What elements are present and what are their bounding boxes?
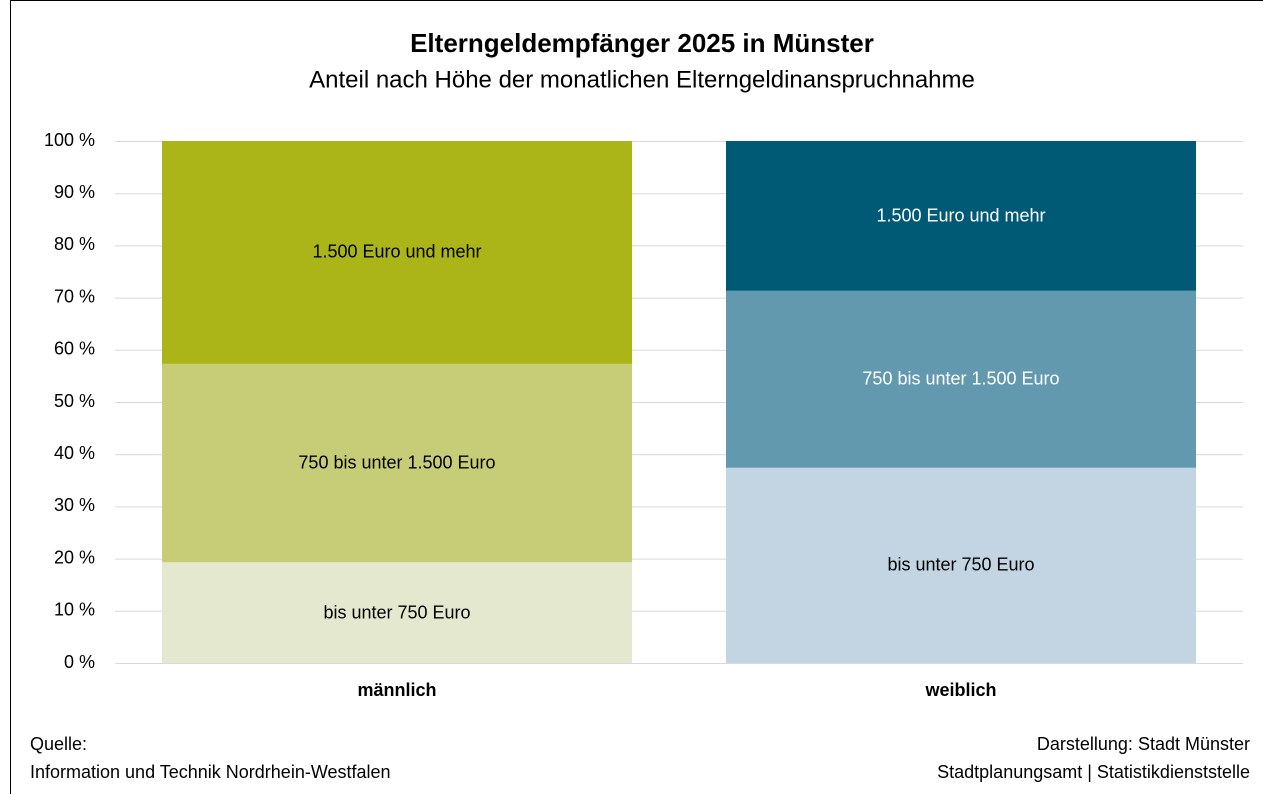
bar-segment <box>162 141 632 364</box>
chart-subtitle: Anteil nach Höhe der monatlichen Elterng… <box>309 66 975 93</box>
segment-label: 750 bis unter 1.500 Euro <box>298 452 496 473</box>
x-tick-label: weiblich <box>924 680 996 700</box>
bar-segment <box>726 467 1196 663</box>
bar-segment <box>162 363 632 563</box>
y-tick-label: 70 % <box>54 286 95 306</box>
credit-label: Darstellung: Stadt Münster <box>1037 734 1250 754</box>
y-tick-label: 80 % <box>54 234 95 254</box>
y-tick-label: 40 % <box>54 443 95 463</box>
frame <box>10 0 1263 794</box>
chart-title: Elterngeldempfänger 2025 in Münster <box>410 28 874 58</box>
y-tick-label: 90 % <box>54 182 95 202</box>
source-label: Quelle: <box>30 734 87 754</box>
y-tick-label: 60 % <box>54 339 95 359</box>
y-tick-label: 20 % <box>54 547 95 567</box>
segment-label: 1.500 Euro und mehr <box>876 205 1046 226</box>
segment-label: bis unter 750 Euro <box>887 554 1035 575</box>
bar-segment <box>726 290 1196 468</box>
y-tick-label: 50 % <box>54 391 95 411</box>
segment-label: 1.500 Euro und mehr <box>312 241 482 262</box>
x-tick-label: männlich <box>357 680 436 700</box>
bar-segment <box>162 562 632 663</box>
y-tick-label: 10 % <box>54 600 95 620</box>
segment-label: 750 bis unter 1.500 Euro <box>862 368 1060 389</box>
credit: Stadtplanungsamt | Statistikdienststelle <box>937 762 1250 782</box>
bar-segment <box>726 141 1196 291</box>
y-tick-label: 100 % <box>44 130 95 150</box>
segment-label: bis unter 750 Euro <box>323 602 471 623</box>
y-tick-label: 0 % <box>64 652 95 672</box>
source: Information und Technik Nordrhein-Westfa… <box>30 762 391 782</box>
y-tick-label: 30 % <box>54 495 95 515</box>
